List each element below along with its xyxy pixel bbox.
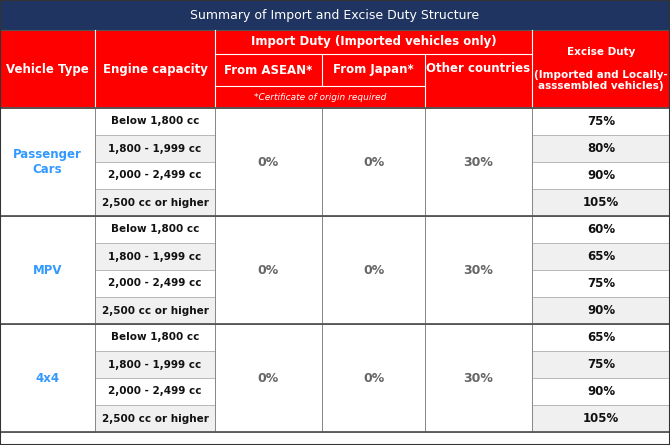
Bar	[532, 324, 670, 351]
Text: 75%: 75%	[587, 277, 615, 290]
Bar	[95, 162, 215, 189]
Text: 65%: 65%	[587, 250, 615, 263]
Text: 105%: 105%	[583, 196, 619, 209]
Text: From Japan*: From Japan*	[333, 64, 414, 77]
Bar	[95, 351, 215, 378]
Text: Summary of Import and Excise Duty Structure: Summary of Import and Excise Duty Struct…	[190, 8, 480, 21]
Text: 90%: 90%	[587, 169, 615, 182]
Text: 75%: 75%	[587, 358, 615, 371]
Text: Passenger
Cars: Passenger Cars	[13, 148, 82, 176]
Text: 75%: 75%	[587, 115, 615, 128]
Bar	[0, 216, 670, 324]
Text: 2,000 - 2,499 cc: 2,000 - 2,499 cc	[109, 170, 202, 181]
Text: 80%: 80%	[587, 142, 615, 155]
Text: Import Duty (Imported vehicles only): Import Duty (Imported vehicles only)	[251, 36, 496, 49]
Text: Engine capacity: Engine capacity	[103, 62, 208, 76]
Text: *Certificate of origin required: *Certificate of origin required	[254, 93, 386, 101]
Text: 2,000 - 2,499 cc: 2,000 - 2,499 cc	[109, 387, 202, 396]
Bar	[95, 324, 215, 351]
Text: From ASEAN*: From ASEAN*	[224, 64, 313, 77]
Text: 2,500 cc or higher: 2,500 cc or higher	[102, 198, 208, 207]
Text: 0%: 0%	[363, 155, 384, 169]
Text: 30%: 30%	[464, 372, 493, 384]
Text: 1,800 - 1,999 cc: 1,800 - 1,999 cc	[109, 360, 202, 369]
Text: 90%: 90%	[587, 304, 615, 317]
Bar	[322, 324, 425, 432]
Bar	[532, 162, 670, 189]
Text: Below 1,800 cc: Below 1,800 cc	[111, 332, 199, 343]
Bar	[0, 30, 670, 108]
Bar	[95, 270, 215, 297]
Text: 0%: 0%	[258, 372, 279, 384]
Bar	[425, 108, 532, 216]
Text: 1,800 - 1,999 cc: 1,800 - 1,999 cc	[109, 143, 202, 154]
Text: 30%: 30%	[464, 263, 493, 276]
Bar	[425, 324, 532, 432]
Bar	[532, 378, 670, 405]
Bar	[0, 108, 95, 216]
Bar	[532, 108, 670, 135]
Text: 90%: 90%	[587, 385, 615, 398]
Bar	[215, 324, 322, 432]
Bar	[95, 135, 215, 162]
Bar	[0, 216, 95, 324]
Bar	[532, 405, 670, 432]
Text: Below 1,800 cc: Below 1,800 cc	[111, 117, 199, 126]
Text: Excise Duty

(Imported and Locally-
asssembled vehicles): Excise Duty (Imported and Locally- assse…	[534, 47, 668, 91]
Bar	[95, 108, 215, 135]
Text: Below 1,800 cc: Below 1,800 cc	[111, 224, 199, 235]
Bar	[532, 351, 670, 378]
Text: 65%: 65%	[587, 331, 615, 344]
Bar	[95, 297, 215, 324]
Bar	[532, 189, 670, 216]
Text: 2,000 - 2,499 cc: 2,000 - 2,499 cc	[109, 279, 202, 288]
Bar	[0, 324, 95, 432]
Text: 2,500 cc or higher: 2,500 cc or higher	[102, 306, 208, 316]
Bar	[0, 0, 670, 30]
Bar	[215, 216, 322, 324]
Text: 0%: 0%	[258, 263, 279, 276]
Bar	[532, 297, 670, 324]
Text: 4x4: 4x4	[36, 372, 60, 384]
Bar	[0, 324, 670, 432]
Text: 30%: 30%	[464, 155, 493, 169]
Text: 0%: 0%	[363, 263, 384, 276]
Text: 60%: 60%	[587, 223, 615, 236]
Bar	[215, 108, 322, 216]
Bar	[532, 135, 670, 162]
Bar	[95, 189, 215, 216]
Bar	[532, 216, 670, 243]
Text: MPV: MPV	[33, 263, 62, 276]
Bar	[0, 108, 670, 216]
Bar	[425, 216, 532, 324]
Bar	[322, 108, 425, 216]
Bar	[532, 270, 670, 297]
Text: 105%: 105%	[583, 412, 619, 425]
Bar	[95, 405, 215, 432]
Text: Vehicle Type: Vehicle Type	[6, 62, 89, 76]
Bar	[532, 243, 670, 270]
Bar	[322, 216, 425, 324]
Bar	[95, 378, 215, 405]
Text: Other countries: Other countries	[426, 62, 531, 76]
Text: 0%: 0%	[258, 155, 279, 169]
Text: 2,500 cc or higher: 2,500 cc or higher	[102, 413, 208, 424]
Bar	[95, 216, 215, 243]
Text: 1,800 - 1,999 cc: 1,800 - 1,999 cc	[109, 251, 202, 262]
Bar	[95, 243, 215, 270]
Text: 0%: 0%	[363, 372, 384, 384]
